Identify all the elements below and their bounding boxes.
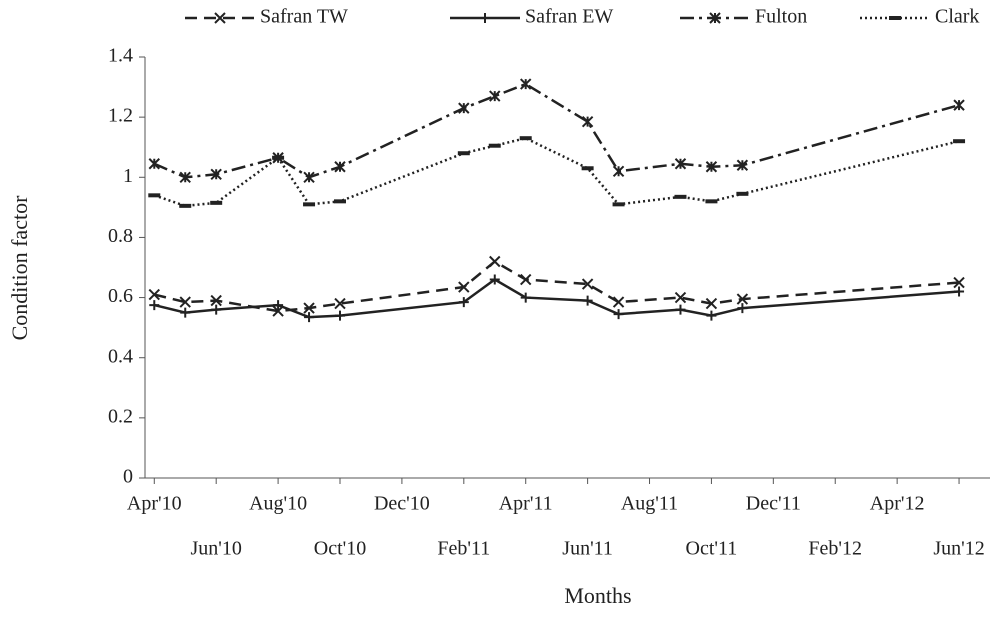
y-tick-label: 0.2	[108, 405, 133, 427]
marker	[303, 171, 315, 183]
marker	[674, 291, 687, 304]
legend-label: Clark	[935, 6, 979, 28]
marker	[179, 296, 191, 308]
x-tick-label: Dec'10	[374, 493, 430, 515]
line	[153, 136, 960, 208]
marker	[489, 274, 500, 285]
x-tick-label: Jun'10	[190, 538, 241, 560]
marker	[674, 158, 687, 170]
marker	[304, 312, 315, 323]
marker	[334, 161, 346, 173]
marker	[581, 115, 594, 128]
marker	[705, 161, 718, 173]
x-tick-label: Jun'12	[933, 538, 984, 560]
legend-label: Fulton	[755, 6, 807, 28]
marker	[335, 310, 345, 321]
marker	[582, 295, 593, 306]
y-tick-label: 1	[123, 165, 133, 187]
legend-marker	[214, 12, 226, 24]
marker	[458, 102, 470, 114]
y-tick-label: 1.4	[108, 45, 133, 67]
legend-marker	[480, 13, 490, 23]
marker	[334, 297, 346, 310]
marker	[737, 303, 748, 314]
marker	[180, 307, 191, 318]
x-tick-label: Aug'10	[249, 493, 307, 515]
y-tick-label: 0.6	[108, 285, 133, 307]
marker	[210, 168, 222, 180]
x-tick-label: Oct'11	[686, 538, 738, 560]
y-axis-label: Condition factor	[7, 195, 32, 340]
x-axis-label: Months	[564, 583, 631, 608]
marker	[489, 90, 501, 102]
y-tick-label: 0.4	[108, 345, 133, 367]
x-tick-label: Oct'10	[314, 538, 366, 560]
marker	[520, 292, 531, 303]
x-tick-label: Feb'12	[808, 538, 862, 560]
line	[153, 259, 960, 313]
marker	[210, 294, 222, 307]
marker	[149, 300, 160, 311]
y-tick-label: 1.2	[108, 105, 133, 127]
marker	[953, 99, 965, 111]
marker	[272, 305, 284, 317]
x-tick-label: Apr'10	[127, 493, 182, 515]
marker	[211, 304, 222, 315]
marker	[458, 281, 470, 293]
x-tick-label: Jun'11	[562, 538, 613, 560]
marker	[612, 165, 625, 177]
x-tick-label: Apr'12	[870, 493, 925, 515]
marker	[489, 255, 501, 268]
marker	[148, 288, 160, 301]
x-tick-label: Feb'11	[437, 538, 490, 560]
marker	[273, 300, 284, 311]
marker	[520, 78, 532, 90]
marker	[736, 293, 749, 305]
x-tick-label: Aug'11	[621, 493, 678, 515]
legend-marker	[709, 12, 721, 24]
marker	[581, 278, 594, 290]
marker	[179, 171, 191, 183]
marker	[706, 310, 717, 321]
marker	[613, 309, 624, 320]
marker	[736, 159, 749, 171]
legend-label: Safran EW	[525, 6, 613, 28]
line	[153, 82, 960, 179]
marker	[954, 286, 965, 297]
x-tick-label: Apr'11	[499, 493, 553, 515]
marker	[705, 297, 718, 310]
marker	[675, 304, 686, 315]
y-tick-label: 0.8	[108, 225, 133, 247]
marker	[953, 276, 965, 289]
marker	[612, 296, 625, 308]
marker	[303, 302, 315, 314]
y-tick-label: 0	[123, 466, 133, 488]
marker	[458, 297, 469, 308]
marker	[148, 158, 160, 170]
marker	[520, 273, 532, 286]
legend-label: Safran TW	[260, 6, 348, 28]
x-tick-label: Dec'11	[746, 493, 801, 515]
